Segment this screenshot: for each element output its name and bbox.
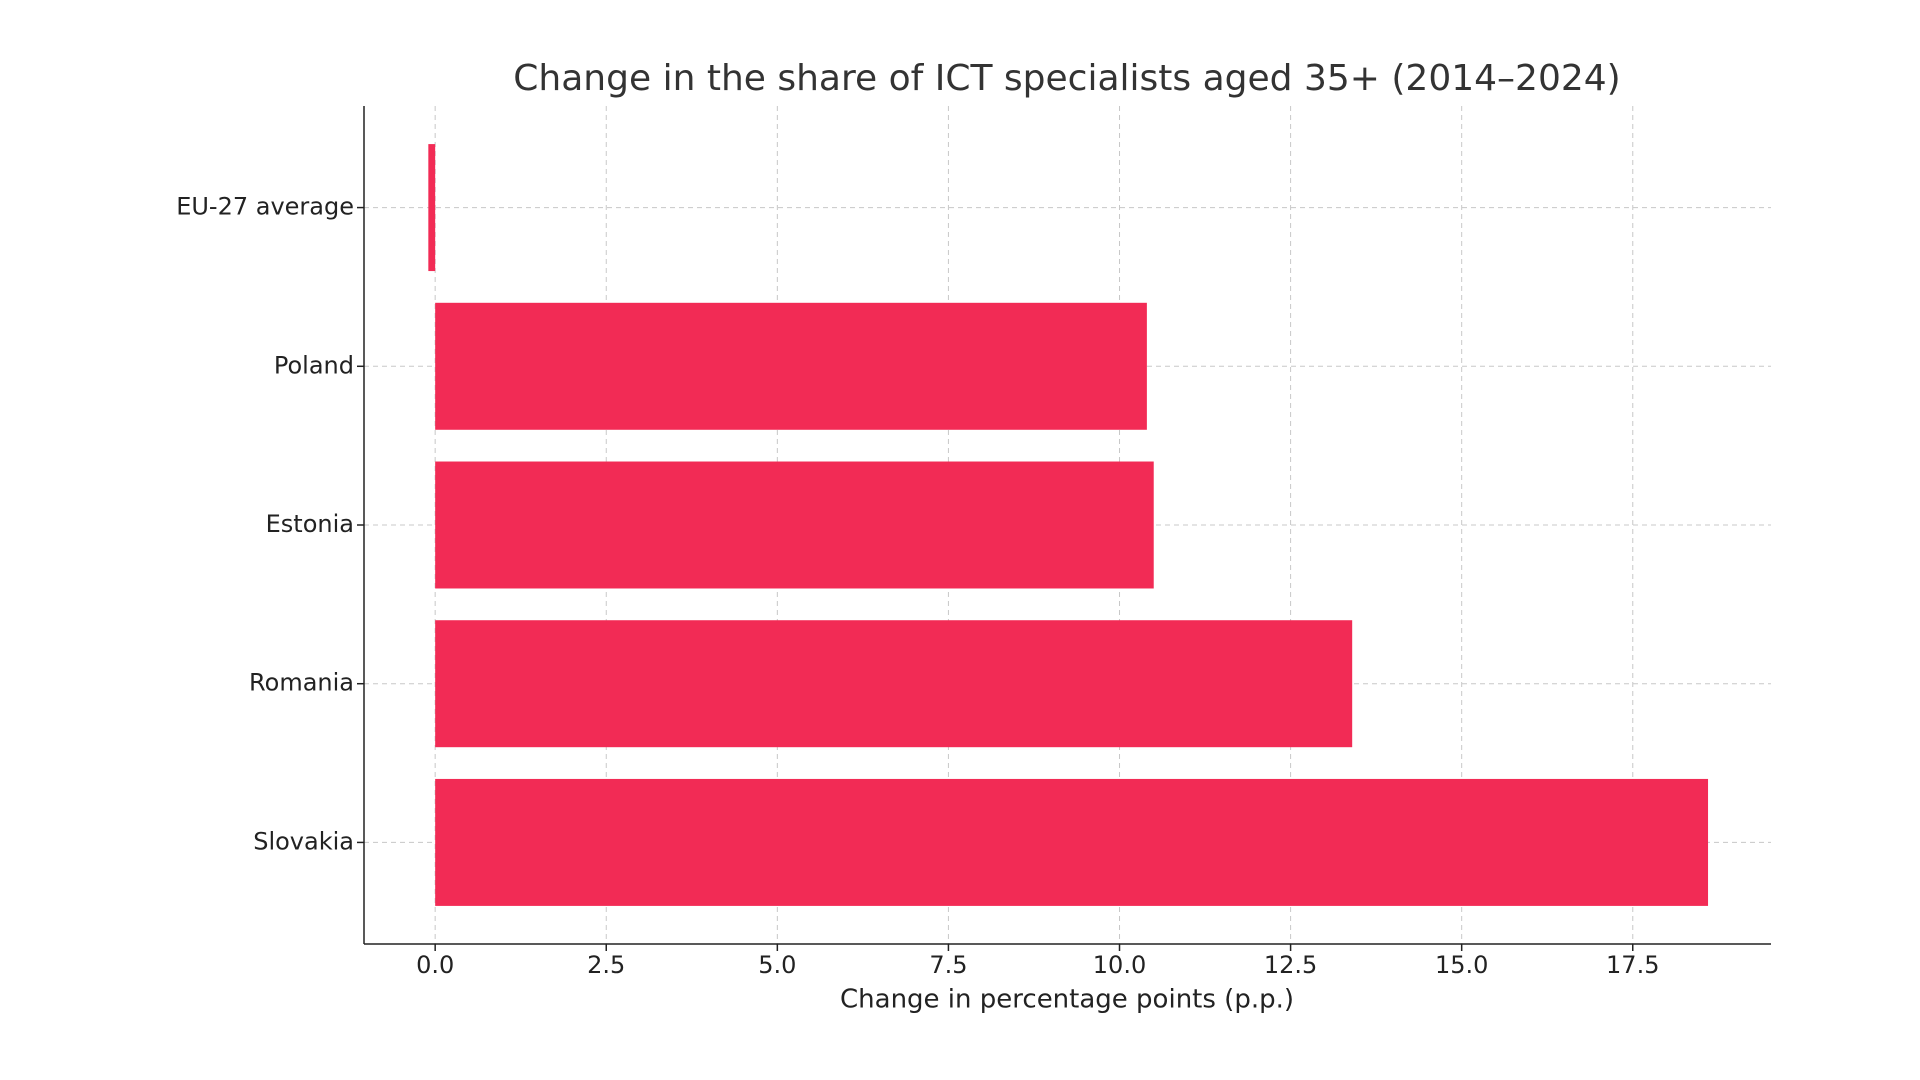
y-tick-label: Slovakia <box>253 827 354 855</box>
bar <box>435 302 1147 430</box>
x-tick-label: 10.0 <box>1093 951 1146 979</box>
y-tick-label: EU-27 average <box>176 193 354 221</box>
bar <box>435 461 1154 589</box>
bar <box>428 144 436 272</box>
bar <box>435 778 1709 906</box>
bar <box>435 620 1353 748</box>
x-tick-label: 0.0 <box>416 951 454 979</box>
x-tick-label: 17.5 <box>1606 951 1659 979</box>
x-tick-label: 5.0 <box>758 951 796 979</box>
x-tick-label: 7.5 <box>929 951 967 979</box>
x-axis-label: Change in percentage points (p.p.) <box>840 985 1294 1015</box>
x-tick-label: 12.5 <box>1264 951 1317 979</box>
x-tick-label: 2.5 <box>587 951 625 979</box>
x-tick-label: 15.0 <box>1435 951 1488 979</box>
y-tick-label: Poland <box>274 351 354 379</box>
y-tick-label: Romania <box>249 669 354 697</box>
chart-title: Change in the share of ICT specialists a… <box>513 58 1620 99</box>
y-tick-label: Estonia <box>266 510 354 538</box>
